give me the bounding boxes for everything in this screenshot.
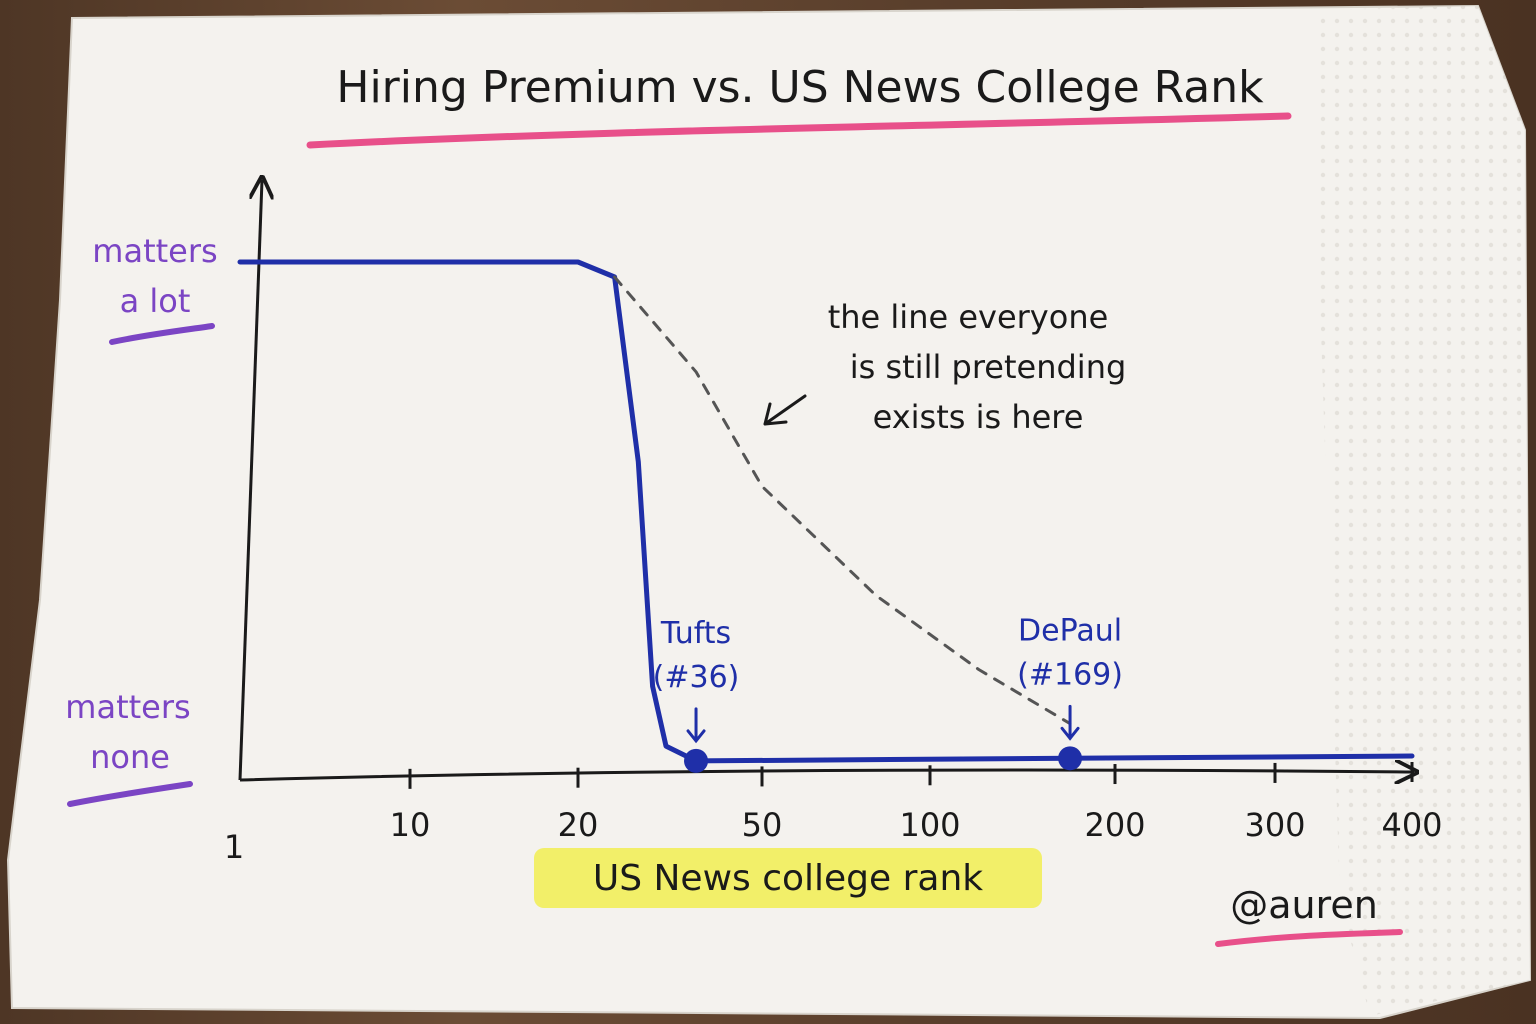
series-group [237, 259, 1415, 764]
y-tick-bottom-line2: none [90, 738, 170, 776]
y-tick-top: matters a lot [92, 232, 218, 345]
annotation-line-3: exists is here [873, 398, 1084, 436]
y-tick-bottom: matters none [65, 688, 193, 807]
annotation-line-1: the line everyone [828, 298, 1109, 336]
marker-label-1-2: (#169) [1017, 657, 1123, 692]
x-tick-label-100: 100 [899, 806, 960, 844]
y-tick-top-line2: a lot [120, 282, 191, 320]
marker-arrow-icon-0 [686, 707, 706, 744]
markers-group: Tufts (#36) DePaul (#169) [653, 613, 1123, 773]
marker-point-1 [1058, 746, 1083, 771]
marker-label-0-1: Tufts [660, 616, 731, 651]
y-tick-top-line1: matters [92, 232, 217, 270]
y-axis [238, 180, 262, 781]
xlabel-highlight [534, 848, 1042, 908]
marker-point-0 [684, 748, 709, 773]
series-line-actual [237, 259, 1415, 764]
title-underline [306, 112, 1292, 149]
x-tick-label-300: 300 [1244, 806, 1305, 844]
signature-underline [1215, 929, 1403, 947]
annotation-arrow-icon [763, 394, 807, 426]
annotation: the line everyone is still pretending ex… [763, 298, 1127, 436]
y-tick-bottom-line1: matters [65, 688, 190, 726]
napkin-embossed-edge [1315, 6, 1530, 1016]
chart-title: Hiring Premium vs. US News College Rank [336, 62, 1264, 113]
marker-arrow-icon-1 [1060, 704, 1080, 741]
annotation-line-2: is still pretending [850, 348, 1127, 386]
x-tick-label-50: 50 [742, 806, 783, 844]
y-tick-bottom-underline [67, 781, 193, 807]
x-axis-label: US News college rank [593, 858, 983, 899]
x-tick-label-1: 1 [224, 828, 244, 866]
x-tick-label-20: 20 [558, 806, 599, 844]
y-tick-top-underline [109, 323, 215, 345]
x-tick-label-400: 400 [1381, 806, 1442, 844]
x-axis [239, 770, 1414, 780]
x-tick-label-200: 200 [1084, 806, 1145, 844]
marker-label-1-1: DePaul [1018, 613, 1122, 648]
series-line-perceived [613, 275, 1072, 726]
marker-label-0-2: (#36) [653, 660, 740, 695]
signature: @auren [1230, 883, 1378, 927]
x-tick-label-10: 10 [390, 806, 431, 844]
x-ticks: 1 10 20 50 100 200 300 400 [224, 762, 1443, 866]
